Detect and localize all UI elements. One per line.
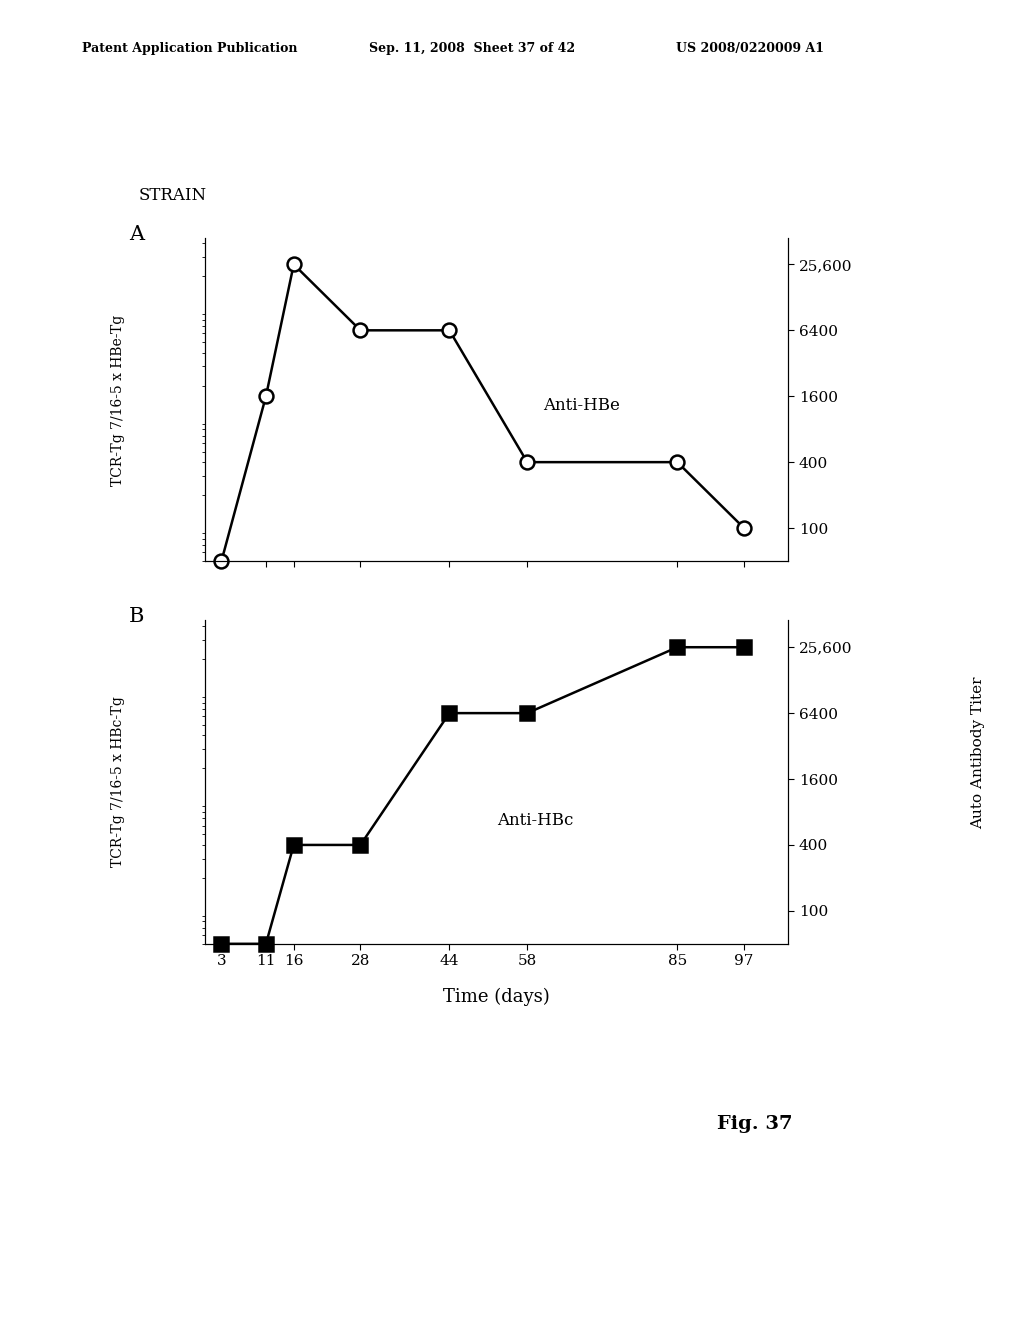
- Text: Sep. 11, 2008  Sheet 37 of 42: Sep. 11, 2008 Sheet 37 of 42: [369, 42, 574, 55]
- Text: Patent Application Publication: Patent Application Publication: [82, 42, 297, 55]
- Text: Time (days): Time (days): [443, 987, 550, 1006]
- Text: Auto Antibody Titer: Auto Antibody Titer: [971, 676, 985, 829]
- Text: STRAIN: STRAIN: [138, 187, 207, 205]
- Text: US 2008/0220009 A1: US 2008/0220009 A1: [676, 42, 824, 55]
- Text: Fig. 37: Fig. 37: [717, 1115, 793, 1134]
- Text: Anti-HBc: Anti-HBc: [497, 812, 573, 829]
- Text: A: A: [129, 224, 144, 244]
- Text: B: B: [129, 607, 144, 627]
- Text: TCR-Tg 7/16-5 x HBc-Tg: TCR-Tg 7/16-5 x HBc-Tg: [111, 696, 125, 867]
- Text: TCR-Tg 7/16-5 x HBe-Tg: TCR-Tg 7/16-5 x HBe-Tg: [111, 314, 125, 486]
- Text: Anti-HBe: Anti-HBe: [544, 397, 621, 414]
